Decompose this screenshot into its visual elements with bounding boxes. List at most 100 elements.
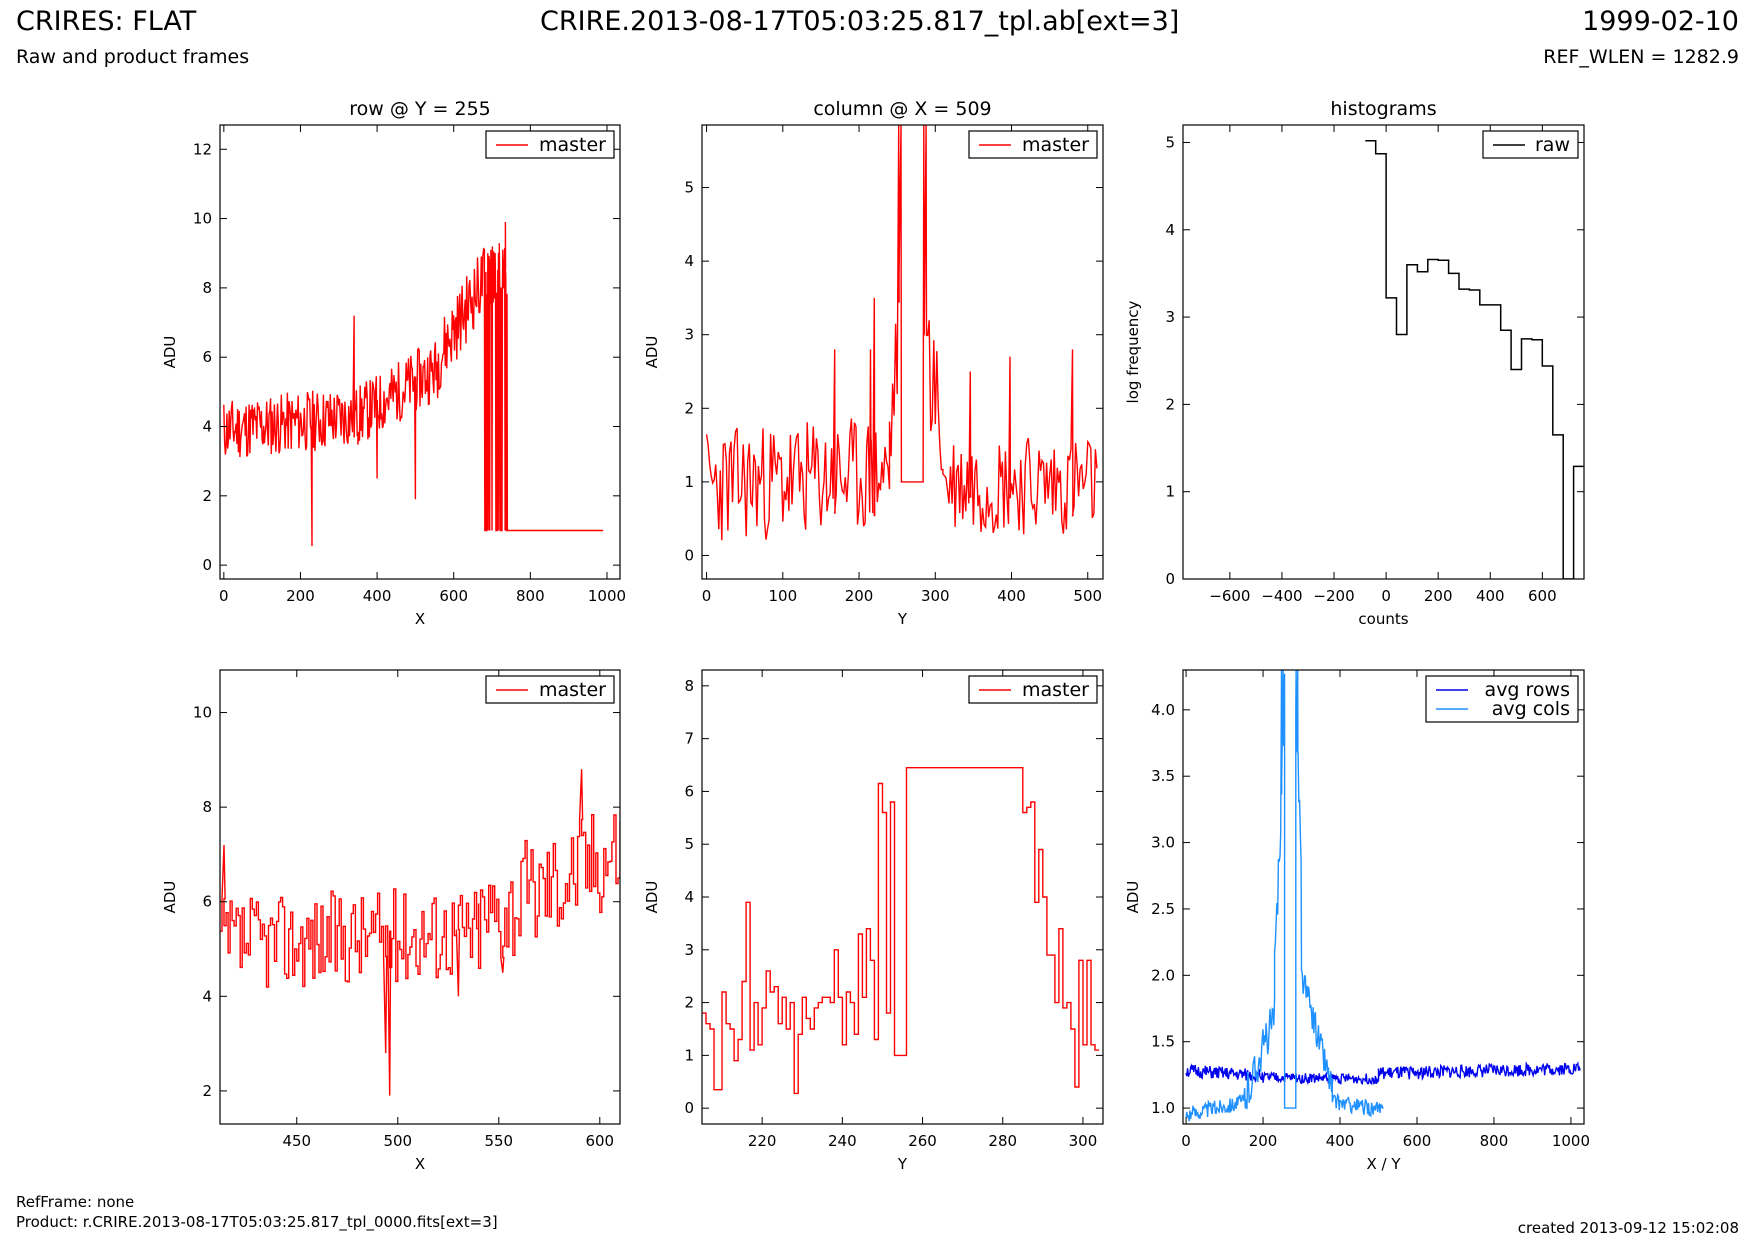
ref-wlen-label: REF_WLEN = 1282.9: [1543, 46, 1739, 68]
legend: raw: [1482, 130, 1579, 159]
file-title: CRIRE.2013-08-17T05:03:25.817_tpl.ab[ext…: [540, 6, 1180, 37]
x-axis-label: X: [415, 1155, 425, 1173]
chart-title: column @ X = 509: [813, 98, 991, 120]
chart-panel-colzoom: 220 240 260 280 300 0 1 2 3 4 5 6 7 8 Y ADU master: [643, 669, 1104, 1173]
y-tick-label: 0: [684, 546, 694, 564]
y-tick-label: 6: [202, 893, 212, 911]
x-tick-label: 600: [439, 587, 468, 605]
chart-title: row @ Y = 255: [349, 98, 491, 120]
legend: master: [968, 675, 1098, 704]
plot-area-hist: [1365, 139, 1584, 579]
y-tick-label: 4: [684, 888, 694, 906]
y-tick-label: 1: [684, 1046, 694, 1064]
axes-frame: [219, 669, 621, 1125]
y-tick-label: 1.5: [1151, 1033, 1175, 1051]
y-tick-label: 4: [202, 987, 212, 1005]
y-tick-label: 0: [684, 1099, 694, 1117]
x-tick-label: 500: [383, 1132, 412, 1150]
x-tick-label: 400: [363, 587, 392, 605]
y-tick-label: 2: [684, 994, 694, 1012]
y-axis-label: ADU: [1124, 881, 1142, 914]
x-tick-label: −600: [1209, 587, 1250, 605]
product-label: Product: r.CRIRE.2013-08-17T05:03:25.817…: [16, 1213, 498, 1231]
y-tick-label: 12: [193, 140, 212, 158]
x-tick-label: 200: [1249, 1132, 1278, 1150]
y-tick-label: 8: [684, 677, 694, 695]
x-tick-label: 600: [1403, 1132, 1432, 1150]
y-axis-label: ADU: [643, 881, 661, 914]
y-tick-label: 0: [1165, 570, 1175, 588]
series-line-avg-rows: [1185, 1061, 1581, 1086]
axes-frame: [219, 124, 621, 580]
page-subtitle: Raw and product frames: [16, 46, 250, 68]
x-tick-label: 300: [921, 587, 950, 605]
x-axis-label: X: [415, 610, 425, 628]
x-tick-label: 400: [1326, 1132, 1355, 1150]
legend-label: raw: [1535, 134, 1570, 156]
plot-area-avg: [1185, 670, 1581, 1122]
x-tick-label: −200: [1313, 587, 1354, 605]
y-tick-label: 8: [202, 798, 212, 816]
legend: master: [485, 130, 615, 159]
legend-label: master: [1022, 134, 1089, 156]
y-tick-label: 6: [684, 782, 694, 800]
y-tick-label: 2.5: [1151, 900, 1175, 918]
page-title: CRIRES: FLAT: [16, 6, 197, 37]
y-tick-label: 5: [684, 835, 694, 853]
x-tick-label: 400: [1476, 587, 1505, 605]
y-axis-label: log frequency: [1124, 300, 1142, 403]
x-tick-label: 0: [219, 587, 229, 605]
y-tick-label: 1: [1165, 483, 1175, 501]
plot-area-colzoom: [702, 767, 1099, 1095]
x-tick-label: 600: [585, 1132, 614, 1150]
series-line-avg-cols: [1185, 670, 1384, 1122]
y-tick-label: 4: [1165, 221, 1175, 239]
x-tick-label: 0: [1181, 1132, 1191, 1150]
y-tick-label: 2: [1165, 395, 1175, 413]
chart-panel-col: 0 100 200 300 400 500 0 1 2 3 4 5 column @ X = 509 Y A…: [643, 98, 1104, 628]
x-tick-label: 1000: [588, 587, 626, 605]
x-tick-label: 240: [828, 1132, 857, 1150]
axes-frame: [1182, 124, 1585, 580]
y-tick-label: 2: [202, 487, 212, 505]
chart-panel-hist: −600 −400 −200 0 200 400 600 0 1 2 3 4 5 histograms co…: [1124, 98, 1585, 628]
legend: master: [485, 675, 615, 704]
chart-panel-avg: 0 200 400 600 800 1000 1.0 1.5 2.0 2.5 3.0 3.5 4.0 X …: [1124, 669, 1590, 1173]
x-tick-label: 600: [1528, 587, 1557, 605]
legend-label: avg rows: [1485, 679, 1570, 701]
plot-area-row: [223, 221, 604, 547]
y-tick-label: 2: [202, 1082, 212, 1100]
x-tick-label: 300: [1069, 1132, 1098, 1150]
x-axis-label: Y: [897, 1155, 908, 1173]
y-tick-label: 3.0: [1151, 834, 1175, 852]
x-tick-label: 500: [1073, 587, 1102, 605]
y-tick-label: 4.0: [1151, 701, 1175, 719]
x-tick-label: 280: [988, 1132, 1017, 1150]
series-line-master: [705, 125, 1098, 541]
legend-label: master: [1022, 679, 1089, 701]
chart-panel-rowzoom: 450 500 550 600 2 4 6 8 10 X ADU master: [161, 669, 621, 1173]
axes-frame: [701, 124, 1104, 580]
plot-area-col: [705, 125, 1098, 541]
y-tick-label: 3.5: [1151, 767, 1175, 785]
y-tick-label: 1: [684, 473, 694, 491]
legend-label: master: [539, 134, 606, 156]
x-tick-label: 200: [286, 587, 315, 605]
series-line-raw: [1365, 139, 1584, 579]
axes-frame: [1182, 669, 1585, 1125]
y-tick-label: 8: [202, 279, 212, 297]
y-tick-label: 5: [684, 179, 694, 197]
chart-title: histograms: [1330, 98, 1436, 120]
created-label: created 2013-09-12 15:02:08: [1517, 1219, 1739, 1237]
y-tick-label: 2.0: [1151, 966, 1175, 984]
date-label: 1999-02-10: [1582, 6, 1739, 37]
y-tick-label: 4: [202, 418, 212, 436]
legend: master: [968, 130, 1098, 159]
y-tick-label: 2: [684, 399, 694, 417]
x-tick-label: 200: [1424, 587, 1453, 605]
y-tick-label: 4: [684, 252, 694, 270]
x-tick-label: 100: [768, 587, 797, 605]
x-tick-label: −400: [1261, 587, 1302, 605]
